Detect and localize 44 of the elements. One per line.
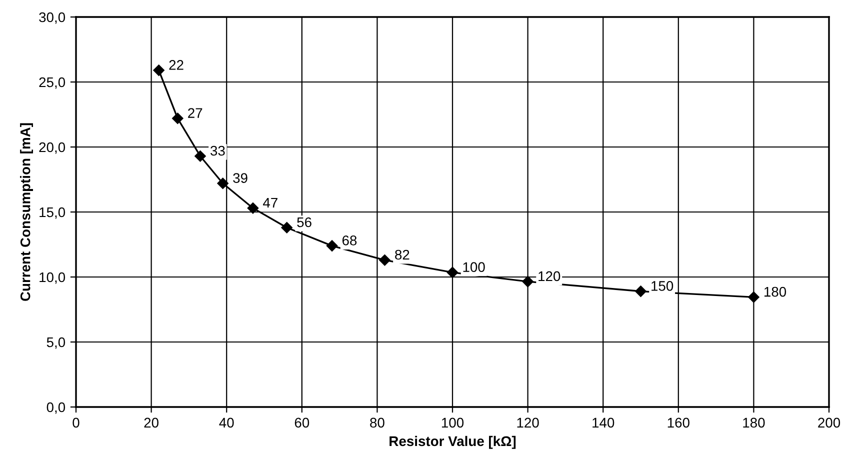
- x-tick-label: 140: [592, 418, 614, 428]
- x-tick-label: 60: [294, 418, 310, 428]
- point: [635, 286, 646, 297]
- annotation: 33: [210, 146, 225, 156]
- y-tick-label: 15,0: [40, 207, 66, 219]
- annotation: 180: [764, 286, 786, 297]
- y-tick-label: 0,0: [46, 402, 66, 414]
- x-axis-title: Resistor Value [kΩ]: [390, 436, 516, 449]
- annotation: 39: [233, 173, 248, 183]
- x-tick-label: 20: [144, 418, 158, 428]
- y-tick-label: 10,0: [40, 272, 66, 284]
- x-tick-label: 40: [219, 418, 234, 428]
- x-tick-label: 180: [743, 418, 765, 428]
- point: [172, 112, 184, 124]
- point: [748, 292, 760, 303]
- annotation: 68: [342, 236, 357, 246]
- annotation: 27: [188, 108, 202, 118]
- point: [522, 276, 534, 288]
- point: [326, 240, 338, 252]
- annotation: 150: [652, 281, 674, 291]
- annotation: 56: [297, 217, 312, 228]
- x-tick-label: 120: [517, 418, 539, 428]
- x-tick-label: 200: [818, 418, 840, 428]
- x-tick-label: 160: [668, 418, 690, 428]
- annotation: 82: [395, 250, 410, 260]
- y-axis-title: Current Consumption [mA]: [20, 123, 33, 301]
- point: [281, 222, 292, 234]
- y-tick-label: 30,0: [39, 12, 66, 24]
- y-tick-label: 25,0: [39, 77, 66, 89]
- point: [446, 266, 458, 278]
- annotation: 120: [538, 271, 560, 282]
- x-tick-label: 100: [442, 418, 464, 428]
- y-tick-label: 20,0: [39, 142, 66, 154]
- y-tick-label: 5,0: [46, 337, 66, 349]
- annotation: 47: [262, 198, 278, 208]
- point: [379, 254, 390, 266]
- point: [217, 178, 228, 190]
- point: [194, 150, 206, 162]
- x-tick-label: 0: [72, 418, 80, 428]
- x-tick-label: 80: [370, 418, 384, 428]
- annotation: 22: [169, 60, 184, 70]
- point: [153, 64, 164, 76]
- point: [247, 202, 259, 214]
- annotation: 100: [463, 262, 485, 272]
